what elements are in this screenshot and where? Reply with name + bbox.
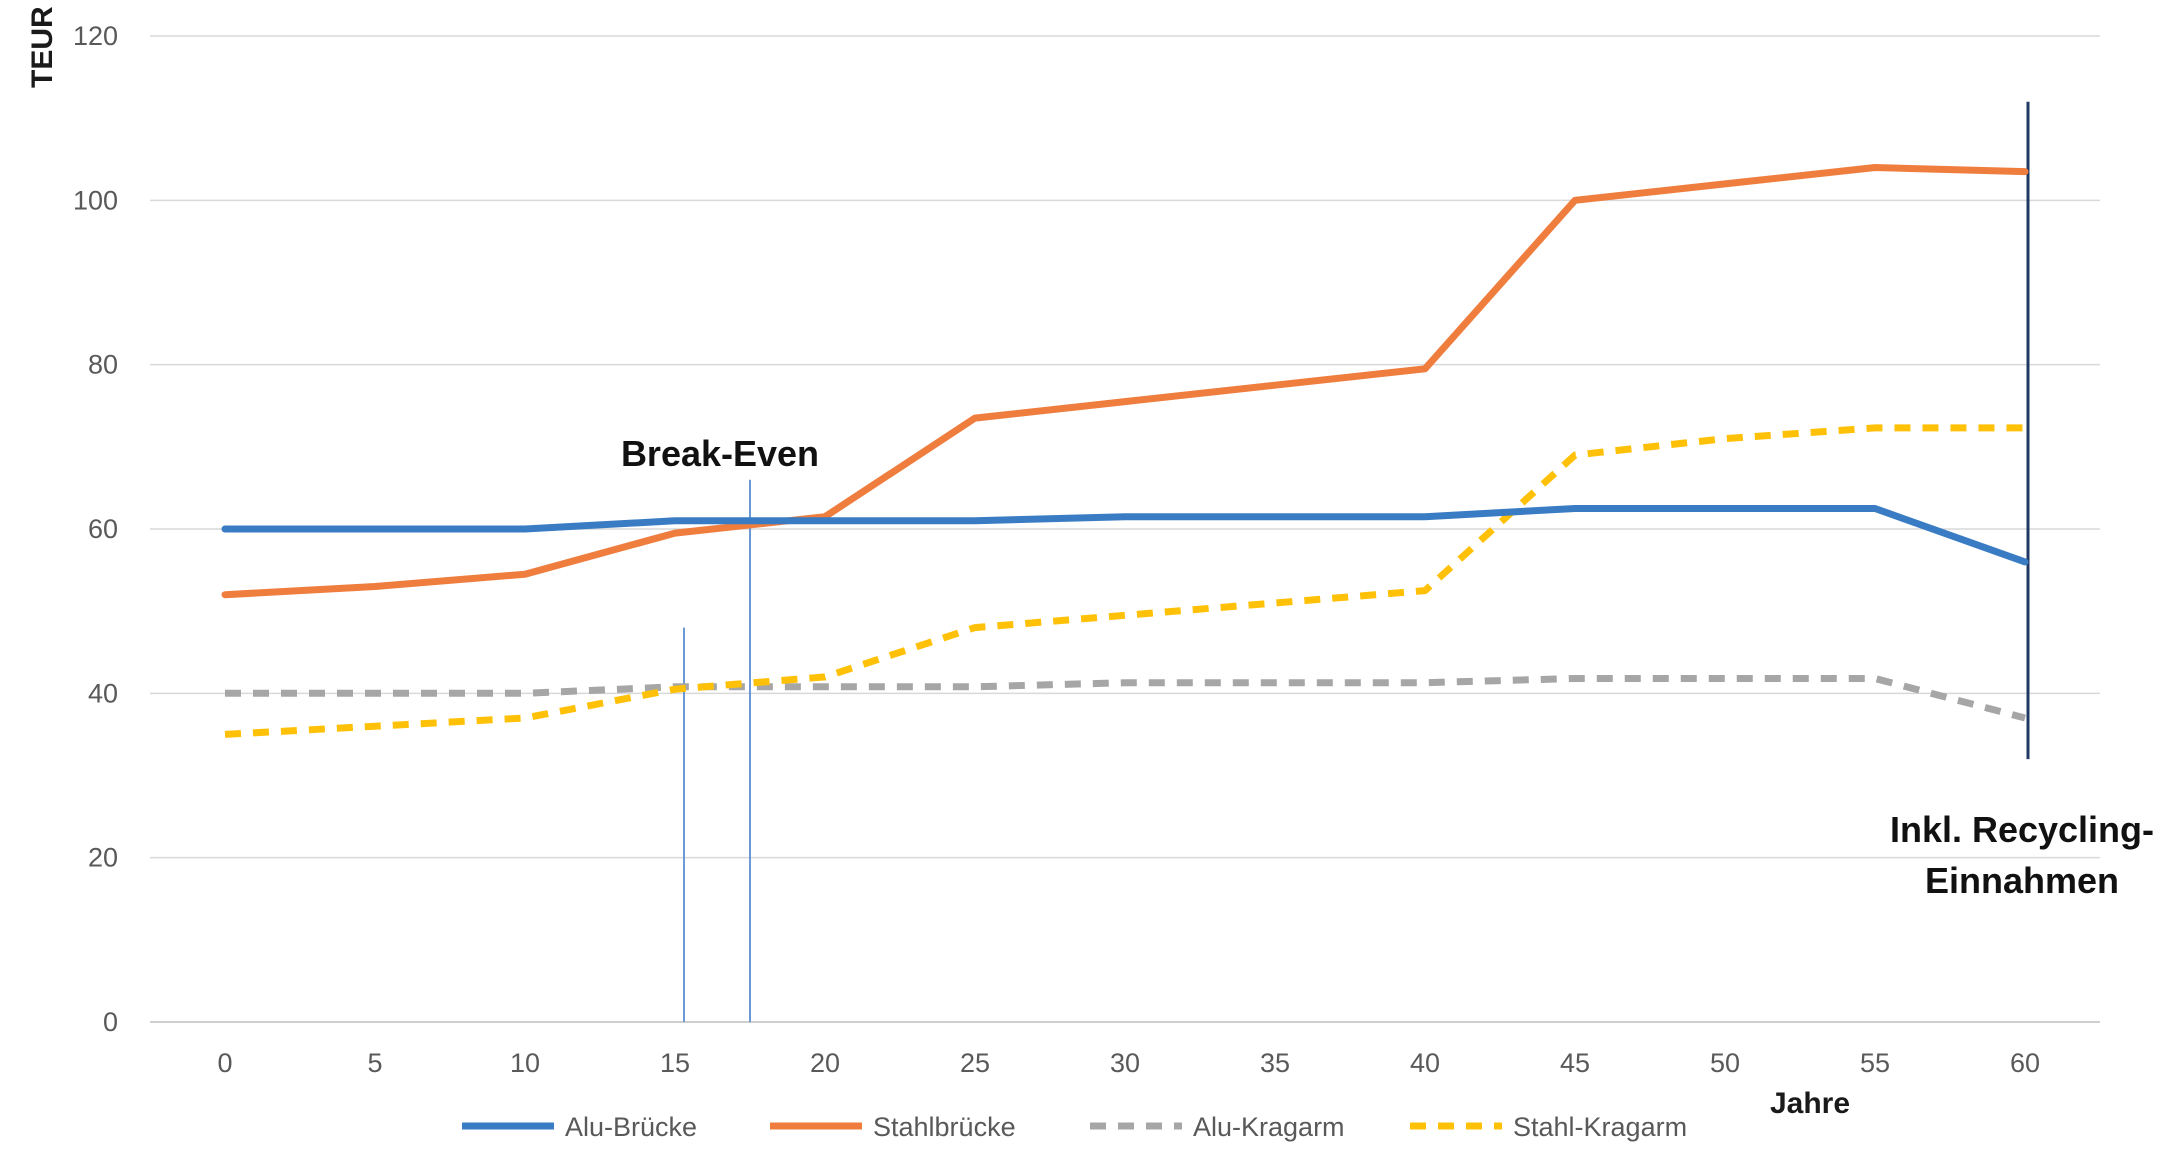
y-tick-40: 40 xyxy=(88,678,118,708)
y-tick-120: 120 xyxy=(73,21,118,51)
recycling-label-line1: Inkl. Recycling- xyxy=(1890,809,2154,850)
x-tick-20: 20 xyxy=(810,1048,840,1078)
series-lines xyxy=(221,164,2029,738)
x-tick-50: 50 xyxy=(1710,1048,1740,1078)
legend-label-1: Alu-Brücke xyxy=(565,1112,697,1142)
x-tick-10: 10 xyxy=(510,1048,540,1078)
x-tick-30: 30 xyxy=(1110,1048,1140,1078)
legend-label-3: Alu-Kragarm xyxy=(1193,1112,1345,1142)
legend-label-2: Stahlbrücke xyxy=(873,1112,1016,1142)
x-tick-45: 45 xyxy=(1560,1048,1590,1078)
x-tick-labels: 0 5 10 15 20 25 30 35 40 45 50 55 60 xyxy=(217,1048,2040,1078)
series-alu-kragarm xyxy=(225,675,2026,722)
x-tick-0: 0 xyxy=(217,1048,232,1078)
series-stahl-kragarm xyxy=(224,424,2025,738)
x-axis-label: Jahre xyxy=(1770,1087,1850,1120)
series-stahlbr-cke xyxy=(221,164,2029,599)
series-alu-br-cke xyxy=(221,505,2029,566)
x-tick-55: 55 xyxy=(1860,1048,1890,1078)
x-tick-60: 60 xyxy=(2010,1048,2040,1078)
break-even-label: Break-Even xyxy=(621,433,819,474)
y-tick-0: 0 xyxy=(103,1007,118,1037)
y-tick-60: 60 xyxy=(88,514,118,544)
x-tick-5: 5 xyxy=(367,1048,382,1078)
y-tick-20: 20 xyxy=(88,843,118,873)
recycling-label-line2: Einnahmen xyxy=(1925,860,2119,901)
x-tick-15: 15 xyxy=(660,1048,690,1078)
legend: Alu-Brücke Stahlbrücke Alu-Kragarm Stahl-Kr… xyxy=(462,1112,1687,1142)
marker-lines xyxy=(683,101,2030,1022)
x-tick-35: 35 xyxy=(1260,1048,1290,1078)
x-tick-25: 25 xyxy=(960,1048,990,1078)
y-axis-label: TEUR xyxy=(26,6,59,88)
y-tick-100: 100 xyxy=(73,185,118,215)
y-tick-labels: 0 20 40 60 80 100 120 xyxy=(73,21,118,1037)
y-tick-80: 80 xyxy=(88,350,118,380)
legend-label-4: Stahl-Kragarm xyxy=(1513,1112,1687,1142)
x-tick-40: 40 xyxy=(1410,1048,1440,1078)
